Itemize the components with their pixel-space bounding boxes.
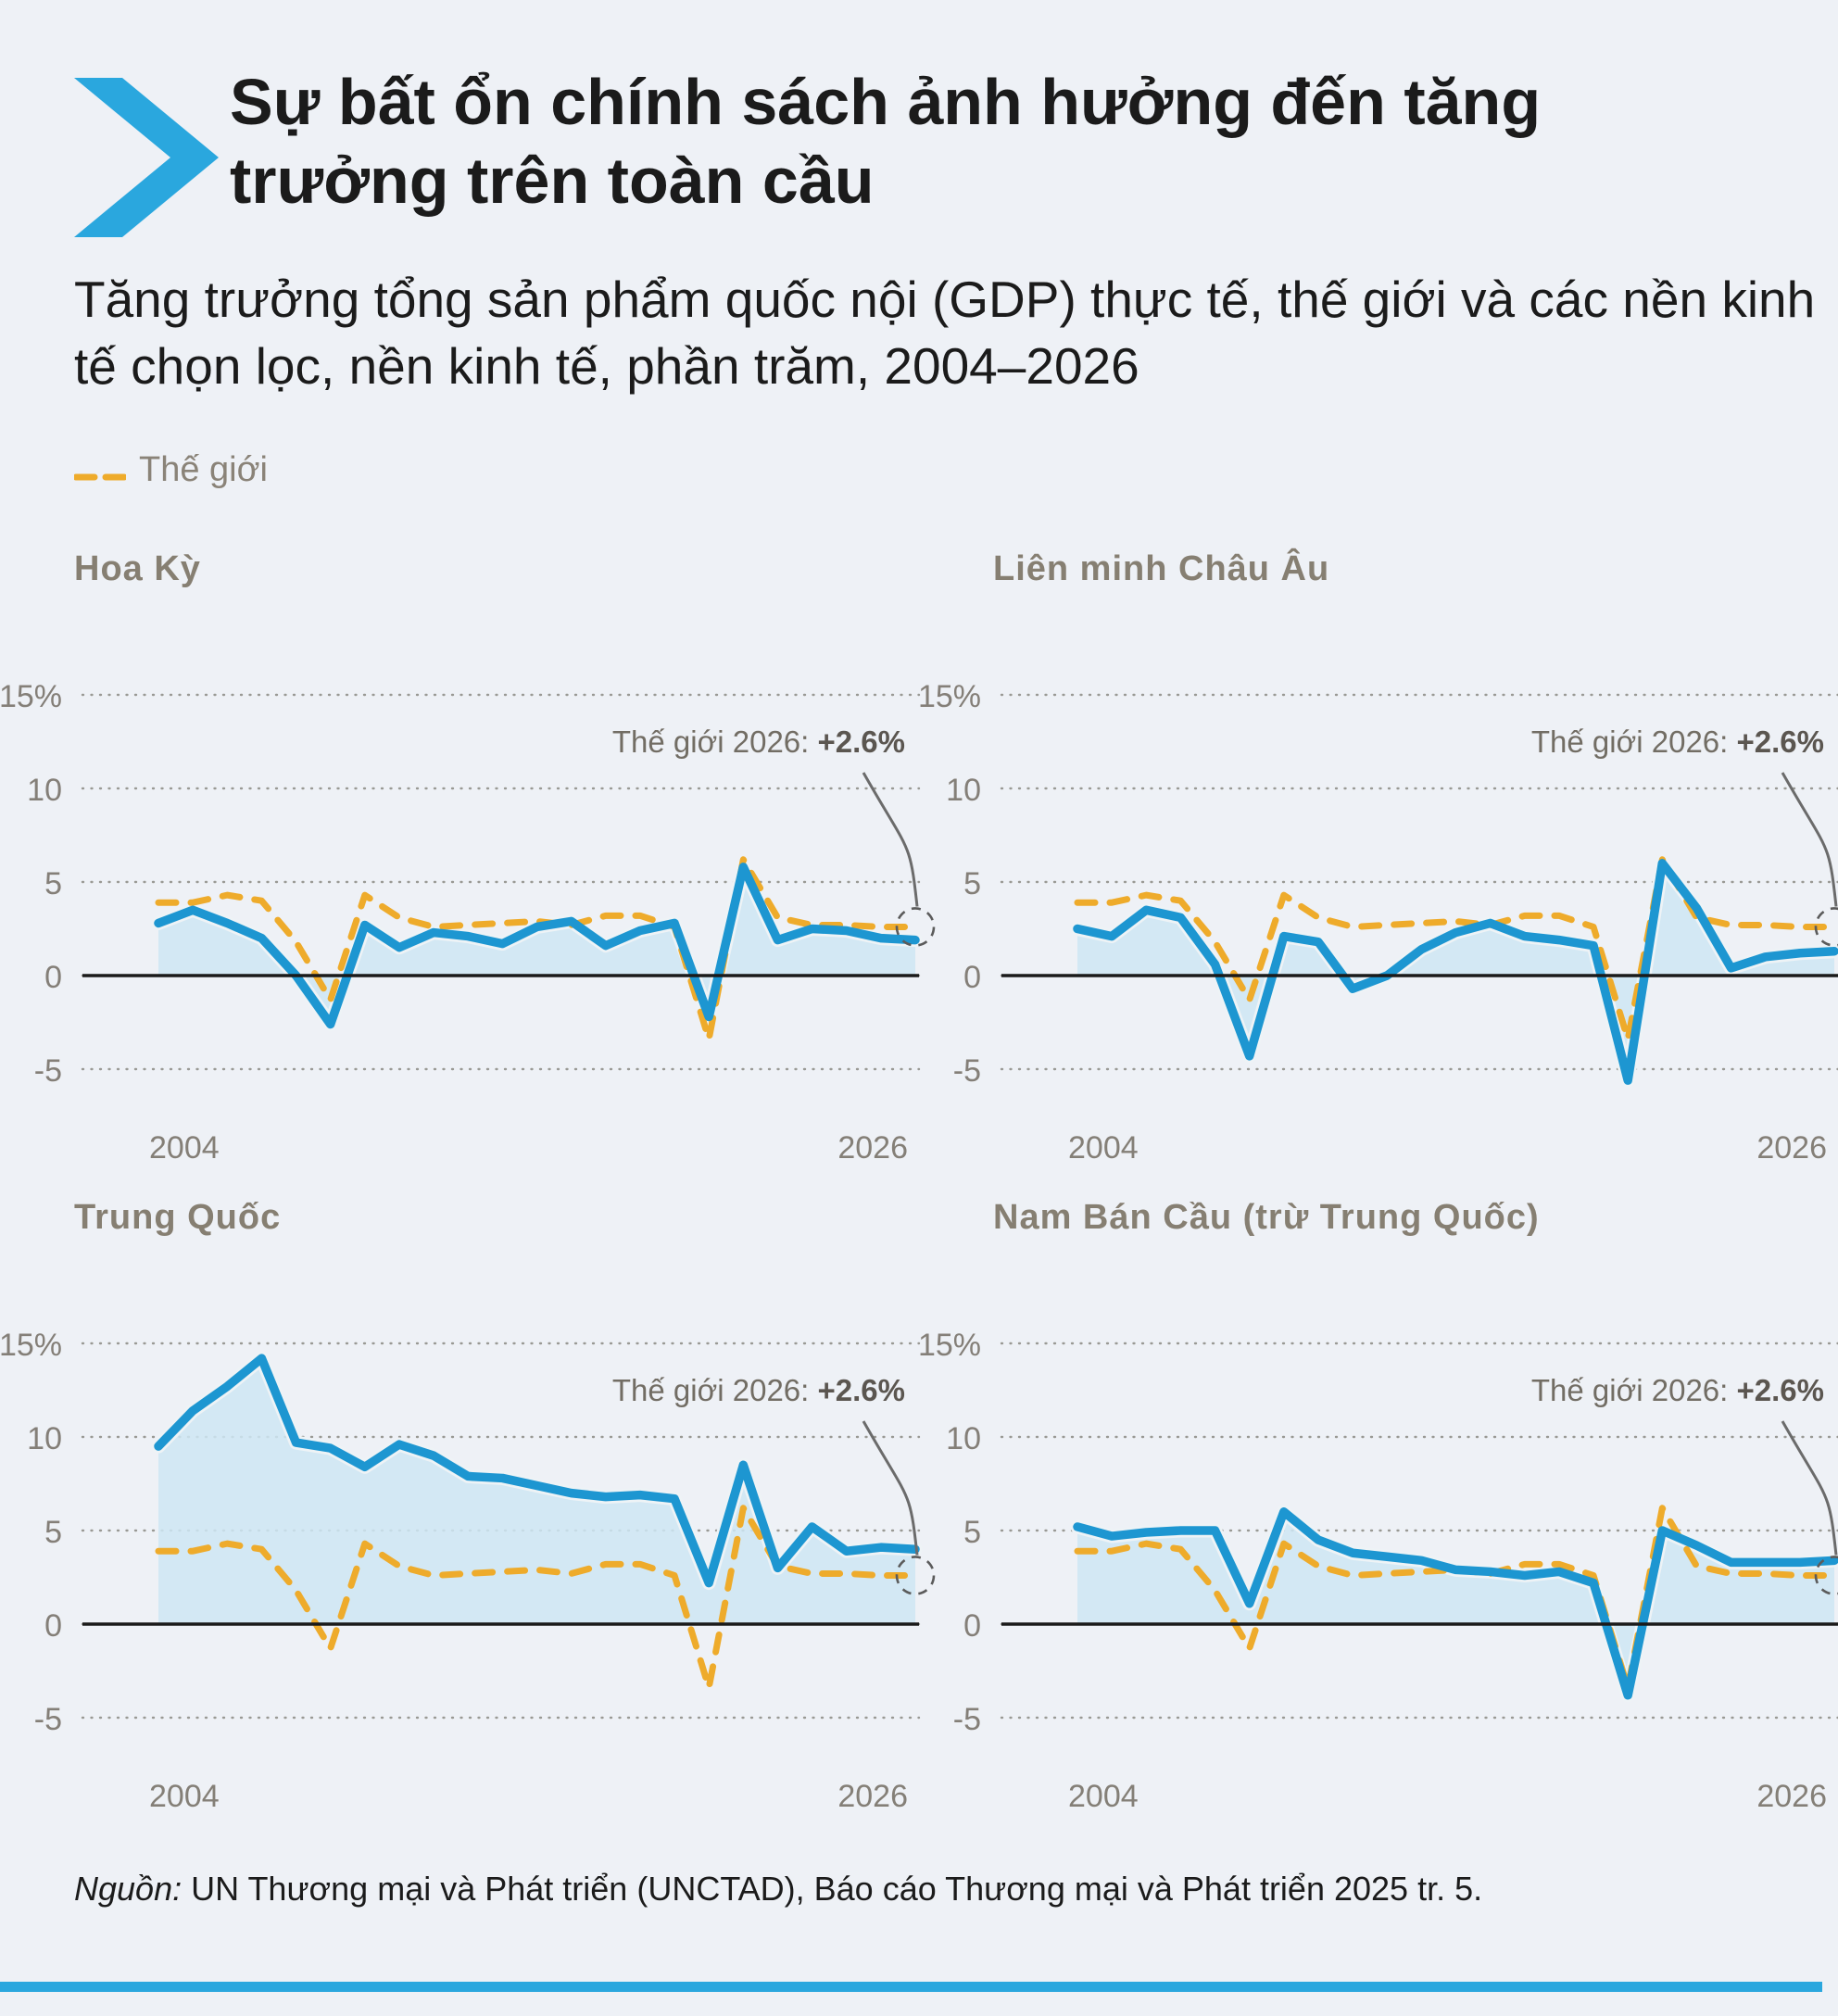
- svg-text:Thế giới 2026: +2.6%: Thế giới 2026: +2.6%: [1531, 724, 1824, 759]
- svg-text:15%: 15%: [918, 679, 981, 714]
- svg-text:15%: 15%: [0, 679, 62, 714]
- svg-text:0: 0: [963, 960, 981, 995]
- svg-text:5: 5: [44, 866, 62, 901]
- svg-text:10: 10: [946, 773, 981, 808]
- svg-text:-5: -5: [953, 1053, 981, 1089]
- svg-text:Thế giới 2026: +2.6%: Thế giới 2026: +2.6%: [612, 724, 905, 759]
- svg-text:15%: 15%: [918, 1328, 981, 1363]
- svg-text:-5: -5: [953, 1702, 981, 1737]
- svg-text:5: 5: [963, 1515, 981, 1550]
- svg-text:10: 10: [946, 1421, 981, 1456]
- svg-text:-5: -5: [34, 1053, 62, 1089]
- svg-text:10: 10: [27, 1421, 62, 1456]
- svg-text:0: 0: [44, 1608, 62, 1644]
- svg-text:15%: 15%: [0, 1328, 62, 1363]
- svg-text:5: 5: [44, 1515, 62, 1550]
- svg-text:0: 0: [963, 1608, 981, 1644]
- svg-text:Thế giới 2026: +2.6%: Thế giới 2026: +2.6%: [612, 1373, 905, 1407]
- svg-text:-5: -5: [34, 1702, 62, 1737]
- svg-text:Thế giới 2026: +2.6%: Thế giới 2026: +2.6%: [1531, 1373, 1824, 1407]
- svg-text:0: 0: [44, 960, 62, 995]
- svg-text:5: 5: [963, 866, 981, 901]
- svg-text:10: 10: [27, 773, 62, 808]
